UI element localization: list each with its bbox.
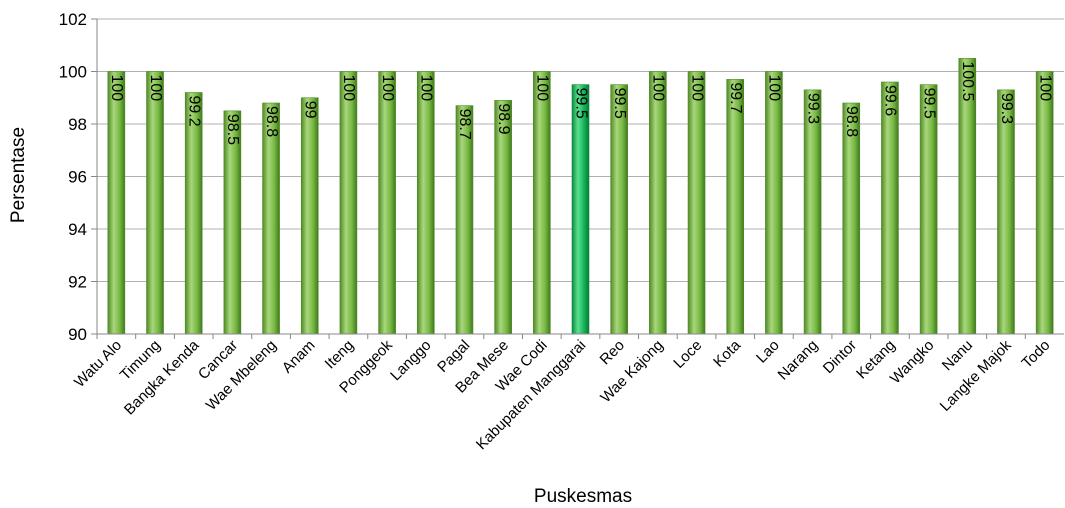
bar-reo <box>610 84 628 335</box>
y-tick-label: 100 <box>59 63 87 82</box>
data-label: 100 <box>379 75 396 102</box>
x-tick-label: Todo <box>1018 337 1053 372</box>
bar-bangka-kenda <box>184 92 203 335</box>
y-tick-label: 90 <box>68 325 87 344</box>
bar-wangko <box>919 84 938 335</box>
data-label: 98.5 <box>224 114 241 145</box>
x-tick-label: Lao <box>753 337 783 367</box>
data-label: 99.3 <box>998 93 1015 124</box>
data-label: 99.2 <box>185 96 202 127</box>
bar-kota <box>726 79 745 335</box>
data-label: 100 <box>340 75 357 102</box>
bar-ponggeok <box>378 71 396 335</box>
data-label: 100 <box>534 75 551 102</box>
data-label: 98.9 <box>495 103 512 134</box>
data-label: 100 <box>688 75 705 102</box>
x-tick-label: Kota <box>710 336 744 370</box>
y-tick-label: 96 <box>68 168 87 187</box>
x-tick-label: Watu Alo <box>71 337 125 391</box>
bar-dintor <box>842 102 861 335</box>
bar-ketang <box>881 81 899 335</box>
bar-pagal <box>455 105 474 335</box>
x-axis-title: Puskesmas <box>534 486 632 507</box>
data-label: 100 <box>1036 75 1053 102</box>
x-tick-label: Wangko <box>887 337 938 388</box>
bar-langke-majok <box>997 89 1015 335</box>
data-label: 98.7 <box>456 109 473 140</box>
x-tick-label: Langke Majok <box>937 336 1015 414</box>
bar-langgo <box>416 71 435 335</box>
x-tick-label: Narang <box>775 337 822 384</box>
data-label: 100 <box>650 75 667 102</box>
bar-wae-kajong <box>649 71 667 335</box>
bar-watu-alo <box>107 71 126 335</box>
x-tick-label: Iteng <box>322 337 358 373</box>
bar-timung <box>146 71 164 335</box>
bar-anam <box>300 97 319 335</box>
data-label: 98.8 <box>843 106 860 137</box>
data-label: 100 <box>766 75 783 102</box>
data-label: 98.8 <box>263 106 280 137</box>
bar-todo <box>1035 71 1054 335</box>
data-label: 99.5 <box>572 88 589 119</box>
x-tick-label: Loce <box>670 337 705 372</box>
bars <box>107 58 1054 335</box>
data-label: 99.5 <box>920 88 937 119</box>
bar-lao <box>765 71 783 335</box>
data-label: 99.5 <box>611 88 628 119</box>
data-label: 100 <box>147 75 164 102</box>
y-axis-title: Persentase <box>8 127 29 223</box>
x-tick-label: Anam <box>279 337 319 377</box>
data-label: 99.3 <box>804 93 821 124</box>
data-label: 99.6 <box>882 85 899 116</box>
bar-narang <box>803 89 822 335</box>
bar-loce <box>687 71 706 335</box>
bar-wae-codi <box>533 71 551 335</box>
data-label: 100 <box>418 75 435 102</box>
bar-bea-mese <box>494 100 512 335</box>
y-tick-label: 94 <box>68 220 87 239</box>
bar-kabupaten-manggarai <box>571 84 590 335</box>
x-tick-label: Langgo <box>387 337 434 384</box>
data-label: 99.7 <box>727 82 744 113</box>
y-tick-label: 98 <box>68 115 87 134</box>
y-tick-label: 102 <box>59 10 87 29</box>
data-label: 100 <box>108 75 125 102</box>
data-labels: 100 100 99.2 98.5 98.8 99 100 100 100 98.7 98.9 100… <box>108 61 1053 145</box>
bar-iteng <box>339 71 358 335</box>
x-tick-label: Reo <box>597 337 628 368</box>
data-label: 100.5 <box>959 61 976 101</box>
data-label: 99 <box>302 101 319 119</box>
bar-wae-mbeleng <box>262 102 280 335</box>
y-tick-label: 92 <box>68 273 87 292</box>
